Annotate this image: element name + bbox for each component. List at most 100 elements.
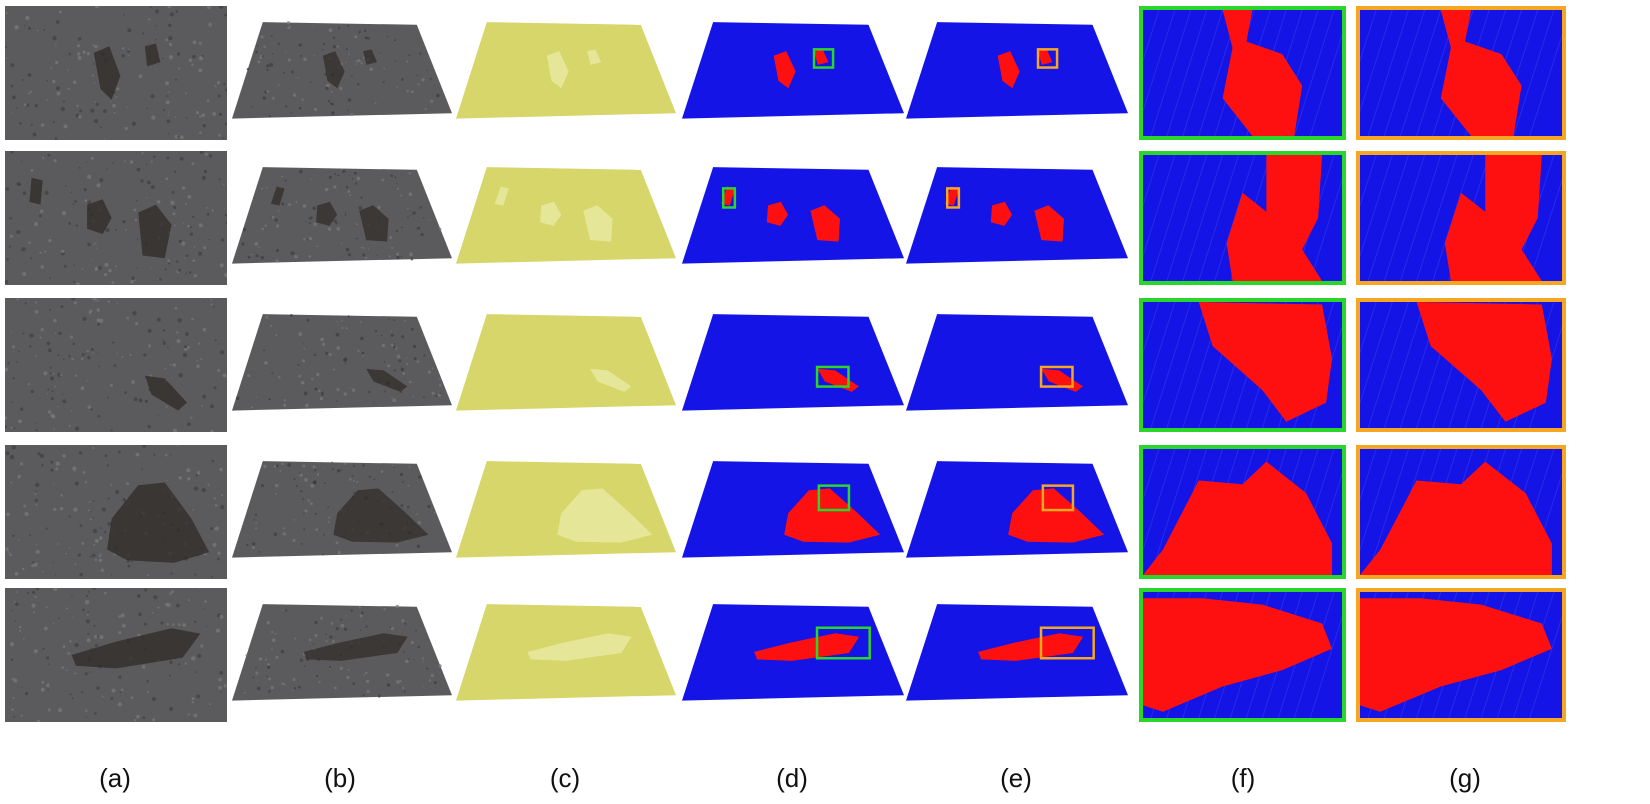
damage-region: [1360, 598, 1552, 712]
column-label-e: (e): [1000, 763, 1032, 793]
damage-region: [557, 488, 653, 543]
panel-a-row-4: [5, 445, 227, 579]
zoom-box: [815, 365, 850, 388]
damage-region: [754, 633, 860, 661]
damage-region: [1416, 302, 1552, 422]
damage-region: [1198, 302, 1333, 422]
panel-b-row-4: [232, 445, 452, 579]
panel-d-row-2: [682, 151, 904, 285]
panel-f-row-1: [1139, 6, 1346, 140]
damage-region: [1444, 155, 1542, 281]
panel-b-row-3: [232, 298, 452, 432]
damage-region: [1034, 205, 1064, 242]
damage-region: [587, 49, 602, 65]
damage-region: [87, 199, 112, 235]
zoom-box: [815, 626, 871, 660]
damage-region: [945, 186, 960, 206]
damage-region: [978, 633, 1084, 661]
damage-region: [1226, 155, 1323, 281]
damage-region: [721, 186, 736, 206]
zoom-box: [812, 48, 835, 69]
zoom-inset: [1143, 449, 1342, 575]
zoom-inset: [1360, 302, 1562, 428]
damage-region: [138, 204, 172, 259]
zoom-inset: [1360, 592, 1562, 718]
panel-e-row-4: [906, 445, 1128, 579]
damage-region: [527, 633, 632, 661]
damage-region: [333, 488, 429, 543]
road-surface: [456, 314, 676, 411]
damage-region: [1440, 10, 1522, 136]
panel-d-row-5: [682, 588, 904, 722]
damage-region: [810, 205, 840, 242]
damage-region: [1222, 10, 1303, 136]
damage-region: [1360, 461, 1552, 575]
road-surface: [682, 167, 904, 264]
damage-region: [1008, 488, 1105, 543]
damage-region: [546, 51, 569, 89]
damage-region: [144, 43, 161, 67]
damage-region: [366, 368, 408, 392]
panel-f-row-5: [1139, 588, 1346, 722]
panel-a-row-3: [5, 298, 227, 432]
panel-c-row-3: [456, 298, 676, 432]
zoom-inset: [1360, 155, 1562, 281]
column-label-b: (b): [324, 763, 356, 793]
damage-region: [93, 46, 121, 100]
damage-region: [316, 201, 338, 226]
panel-c-row-5: [456, 588, 676, 722]
damage-region: [773, 51, 796, 89]
damage-region: [29, 177, 43, 205]
damage-region: [71, 628, 201, 669]
zoom-inset: [1360, 10, 1562, 136]
zoom-box: [1039, 626, 1095, 660]
panel-e-row-2: [906, 151, 1128, 285]
road-surface: [906, 167, 1128, 264]
column-label-a: (a): [99, 763, 131, 793]
column-label-g: (g): [1449, 763, 1481, 793]
damage-region: [1143, 461, 1333, 575]
panel-a-row-2: [5, 151, 227, 285]
zoom-box: [1039, 365, 1074, 388]
damage-region: [583, 205, 613, 242]
damage-region: [784, 488, 881, 543]
panel-c-row-1: [456, 6, 676, 140]
zoom-box: [1041, 484, 1075, 512]
damage-region: [494, 186, 509, 206]
panel-f-row-3: [1139, 298, 1346, 432]
zoom-inset: [1360, 449, 1562, 575]
panel-b-row-2: [232, 151, 452, 285]
damage-region: [359, 205, 389, 242]
damage-region: [766, 201, 789, 226]
damage-region: [144, 375, 187, 411]
damage-region: [303, 633, 408, 661]
zoom-box: [817, 484, 851, 512]
panel-d-row-4: [682, 445, 904, 579]
panel-b-row-1: [232, 6, 452, 140]
column-label-d: (d): [776, 763, 808, 793]
damage-region: [1143, 598, 1333, 712]
zoom-inset: [1143, 592, 1342, 718]
damage-region: [270, 186, 285, 206]
column-label-c: (c): [549, 763, 581, 793]
damage-region: [590, 368, 632, 392]
damage-region: [540, 201, 562, 226]
panel-g-row-1: [1356, 6, 1566, 140]
damage-region: [997, 51, 1020, 89]
damage-region: [107, 482, 210, 563]
damage-region: [990, 201, 1013, 226]
zoom-inset: [1143, 155, 1342, 281]
panel-f-row-4: [1139, 445, 1346, 579]
zoom-box: [1036, 48, 1059, 69]
panel-a-row-5: [5, 588, 227, 722]
road-surface: [456, 167, 676, 264]
damage-region: [1038, 49, 1053, 65]
damage-region: [322, 51, 345, 89]
road-surface: [906, 314, 1128, 411]
panel-g-row-5: [1356, 588, 1566, 722]
zoom-inset: [1143, 302, 1342, 428]
panel-e-row-1: [906, 6, 1128, 140]
damage-region: [363, 49, 378, 65]
zoom-box: [945, 187, 961, 209]
